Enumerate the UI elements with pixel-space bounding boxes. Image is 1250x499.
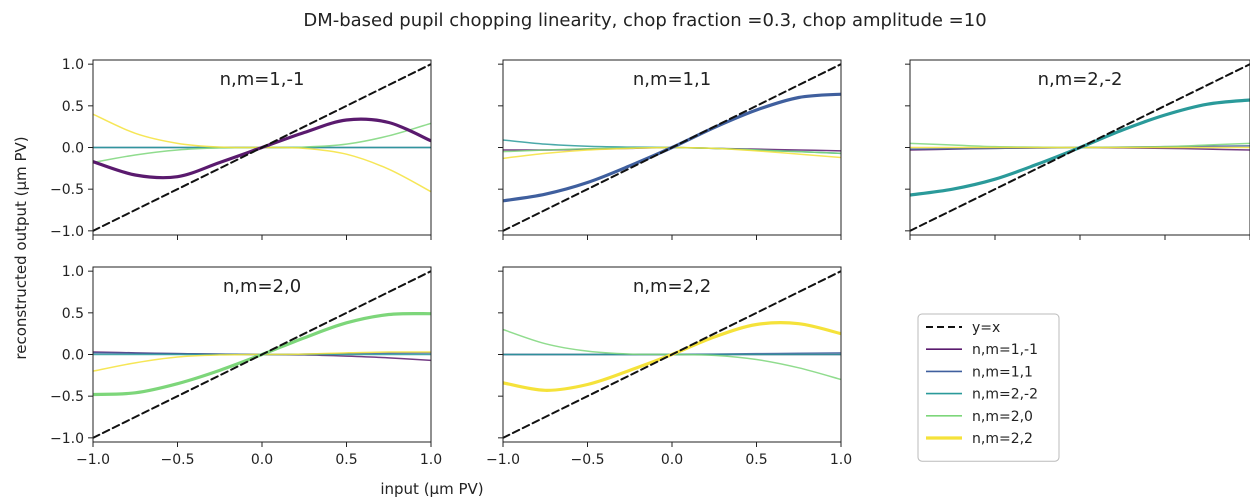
x-tick-label: 0.5 [745,452,767,468]
series-line-n-m-2-2 [503,321,841,392]
legend-item-n-m-2-0: n,m=2,0 [926,409,1033,425]
x-tick-label: 1.0 [420,452,442,468]
x-tick-label: 1.0 [830,452,852,468]
panel-n-m-1-1: −1.0 −0.5 0.0 0.5 1.0 n,m=1,-1 [50,57,432,240]
legend-item-n-m-2-2: n,m=2,-2 [926,387,1038,403]
legend-label: y=x [972,320,1000,336]
y-tick-label: −1.0 [50,224,84,240]
x-tick-label: −0.5 [161,452,195,468]
series-line-y-x [503,270,841,439]
series-line-y-x [503,63,841,232]
y-tick-label: 1.0 [62,264,84,280]
series-line-y-x [93,63,431,232]
legend-item-y-x: y=x [926,320,1000,336]
y-tick-label: 1.0 [62,57,84,73]
panel-n-m-2-2: −1.0 −0.5 0.0 0.5 1.0 n,m=2,2 [486,266,852,468]
figure-title: DM-based pupil chopping linearity, chop … [303,10,986,31]
series-line-y-x [910,63,1250,232]
legend-label: n,m=2,2 [972,431,1033,447]
x-tick-label: 0.5 [335,452,357,468]
legend-item-n-m-2-2: n,m=2,2 [926,431,1033,447]
x-axis-label: input (μm PV) [380,480,483,498]
series-line-n-m-2-2 [93,113,431,193]
y-tick-label: 0.5 [62,306,84,322]
plot-area [910,63,1250,232]
plot-area [503,270,841,439]
x-tick-label: −0.5 [571,452,605,468]
plot-area [93,63,431,232]
series-line-n-m-2-0 [93,122,431,164]
x-tick-label: −1.0 [76,452,110,468]
panel-n-m-2-0: −1.0 −0.5 0.0 0.5 1.0 −1.0 −0.5 0.0 0.5 1.0 n,m=2,… [50,264,442,468]
y-tick-label: 0.0 [62,141,84,157]
y-tick-label: 0.0 [62,348,84,364]
panel-title: n,m=2,0 [223,276,301,297]
panel-title: n,m=1,1 [633,69,711,90]
panel-title: n,m=2,2 [633,276,711,297]
legend: y=x n,m=1,-1 n,m=1,1 n,m=2,-2 n,m=2,0 n,m=2,2 [917,313,1060,462]
legend-label: n,m=1,-1 [972,342,1038,358]
panels: −1.0 −0.5 0.0 0.5 1.0 n,m=1,-1 n,m=1,1 n,m=2,-2… [50,57,1250,468]
legend-box [917,313,1060,462]
y-tick-label: 0.5 [62,99,84,115]
legend-item-n-m-1-1: n,m=1,-1 [926,342,1038,358]
legend-label: n,m=1,1 [972,364,1033,380]
plot-area [503,63,841,232]
legend-label: n,m=2,0 [972,409,1033,425]
x-tick-label: 0.0 [251,452,273,468]
legend-label: n,m=2,-2 [972,387,1038,403]
y-tick-label: −0.5 [50,182,84,198]
plot-area [93,270,431,439]
panel-title: n,m=1,-1 [220,69,305,90]
y-tick-label: −1.0 [50,431,84,447]
x-tick-label: 0.0 [661,452,683,468]
panel-n-m-2-2: n,m=2,-2 [905,59,1250,240]
panel-n-m-1-1: n,m=1,1 [498,59,842,240]
series-line-y-x [93,270,431,439]
x-tick-label: −1.0 [486,452,520,468]
y-tick-label: −0.5 [50,389,84,405]
panel-title: n,m=2,-2 [1038,69,1123,90]
legend-item-n-m-1-1: n,m=1,1 [926,364,1033,380]
y-axis-label: reconstructed output (μm PV) [12,136,30,359]
